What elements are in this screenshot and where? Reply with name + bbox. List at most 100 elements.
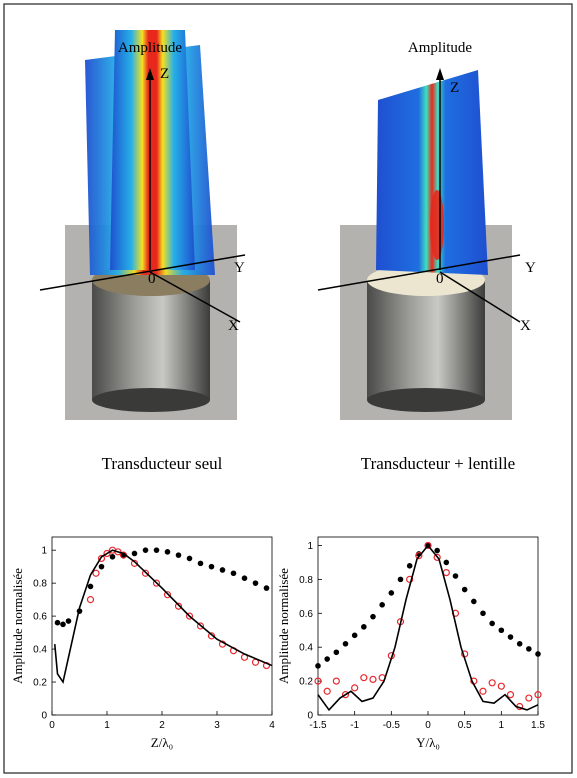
point xyxy=(388,590,395,596)
point xyxy=(525,694,533,702)
point xyxy=(443,559,450,566)
axis-label: X xyxy=(228,318,239,334)
point xyxy=(351,632,358,639)
y-tick-label: 0.2 xyxy=(299,677,313,688)
point xyxy=(415,552,423,560)
x-axis-label: Y/λ₀ xyxy=(416,735,440,750)
point xyxy=(314,677,322,685)
x-tick-label: 0 xyxy=(49,720,55,731)
point xyxy=(360,674,368,682)
y-axis-label: Amplitude normalisée xyxy=(10,568,25,684)
x-tick-label: -1 xyxy=(350,720,359,731)
line xyxy=(53,549,273,685)
point xyxy=(370,613,376,620)
point xyxy=(333,649,340,656)
point xyxy=(109,553,116,560)
point xyxy=(434,547,440,554)
point xyxy=(208,563,215,570)
x-tick-label: 4 xyxy=(269,720,275,731)
x-tick-label: 1.5 xyxy=(531,720,545,731)
x-tick-label: 3 xyxy=(214,720,220,731)
point xyxy=(342,641,349,647)
point xyxy=(186,555,193,562)
point xyxy=(65,618,72,624)
x-tick-label: -1.5 xyxy=(309,720,327,731)
point xyxy=(351,684,359,692)
point xyxy=(480,610,486,617)
point xyxy=(497,682,505,690)
x-axis-label: Z/λ₀ xyxy=(151,735,173,750)
panel-title: Amplitude xyxy=(408,40,473,56)
x-tick-label: 0.5 xyxy=(458,720,472,731)
point xyxy=(114,548,122,556)
point xyxy=(332,677,340,685)
caption: Transducteur seul xyxy=(102,454,223,473)
plot-area xyxy=(317,536,539,716)
point xyxy=(397,576,404,583)
point xyxy=(379,602,385,608)
x-tick-label: 0 xyxy=(425,720,431,731)
point xyxy=(60,621,66,628)
point xyxy=(535,651,541,657)
point xyxy=(142,547,149,553)
point xyxy=(489,620,495,627)
point xyxy=(361,624,367,630)
point xyxy=(141,569,150,577)
x-tick-label: 1 xyxy=(104,720,110,731)
y-tick-label: 0.6 xyxy=(299,609,313,620)
axis-label: Y xyxy=(234,260,245,276)
x-tick-label: 1 xyxy=(499,720,505,731)
caption: Transducteur + lentille xyxy=(361,454,515,473)
point xyxy=(241,575,248,582)
y-tick-label: 1 xyxy=(41,546,47,557)
point xyxy=(516,641,523,647)
point xyxy=(324,656,330,662)
point xyxy=(197,560,204,567)
point xyxy=(97,554,106,563)
point xyxy=(103,549,111,558)
point xyxy=(341,691,350,699)
point xyxy=(479,687,487,695)
point xyxy=(424,541,432,550)
point xyxy=(230,570,237,577)
point xyxy=(92,569,100,577)
point xyxy=(131,550,138,557)
point xyxy=(507,634,514,640)
photo-left xyxy=(39,30,246,420)
point xyxy=(263,585,270,591)
point xyxy=(406,575,414,583)
point xyxy=(526,646,532,652)
point xyxy=(175,552,182,558)
point xyxy=(488,679,496,687)
x-tick-label: -0.5 xyxy=(383,720,401,731)
point xyxy=(196,622,205,630)
y-axis-label: Amplitude normalisée xyxy=(276,568,291,684)
point xyxy=(130,559,139,567)
point xyxy=(471,598,477,605)
point xyxy=(163,591,172,599)
point xyxy=(433,553,441,561)
point xyxy=(315,663,321,669)
point xyxy=(152,579,161,587)
y-tick-label: 0.6 xyxy=(33,612,47,623)
point xyxy=(87,583,94,590)
point xyxy=(174,602,183,610)
y-tick-label: 0.4 xyxy=(33,645,47,656)
point xyxy=(164,549,171,555)
point xyxy=(54,619,61,626)
photo-right xyxy=(317,68,521,420)
point xyxy=(534,691,542,699)
y-tick-label: 0 xyxy=(41,711,47,722)
point xyxy=(323,687,331,695)
point xyxy=(461,586,468,593)
axis-label: Y xyxy=(525,260,536,276)
point xyxy=(506,691,515,699)
axis-label: X xyxy=(520,318,531,334)
point xyxy=(207,632,216,640)
x-tick-label: 2 xyxy=(159,720,165,731)
point xyxy=(369,675,377,684)
line xyxy=(317,544,539,712)
y-tick-label: 0.2 xyxy=(33,678,47,689)
